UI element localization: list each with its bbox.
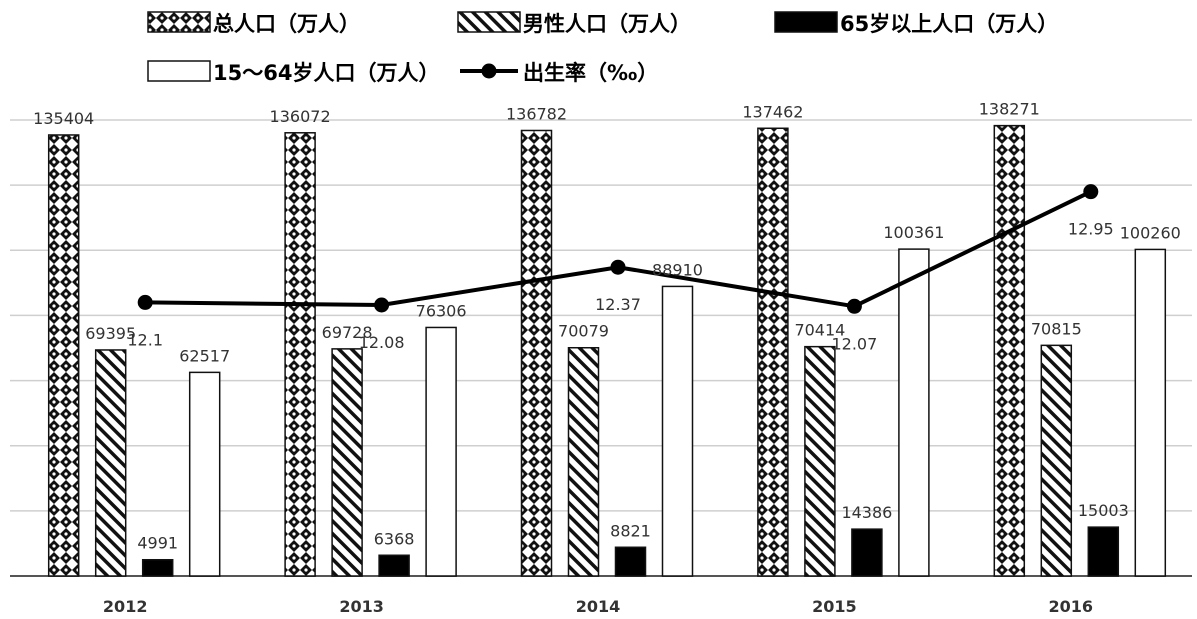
birth-rate-label: 12.07	[831, 334, 877, 353]
bar-hatch-2012	[94, 349, 127, 577]
x-tick-label: 2016	[1049, 597, 1094, 616]
bars	[47, 124, 1167, 577]
legend-swatch-hatch	[457, 11, 521, 33]
x-tick-label: 2015	[812, 597, 857, 616]
bar-hatch-2014	[567, 346, 600, 577]
legend-label: 男性人口（万人）	[523, 12, 691, 36]
bar-value-label: 8821	[610, 521, 651, 540]
bar-value-label: 135404	[33, 109, 94, 128]
bar-value-label: 14386	[841, 503, 892, 522]
bar-diamond-2013	[284, 132, 316, 577]
bar-value-label: 136072	[270, 107, 331, 126]
bar-value-label: 76306	[416, 301, 467, 320]
bar-empty-2015	[898, 248, 930, 577]
bar-value-label: 6368	[374, 529, 415, 548]
legend: 总人口（万人） 男性人口（万人） 65岁以上人口（万人） 15～64岁人口（万人） 出生…	[147, 11, 1058, 85]
x-tick-label: 2014	[576, 597, 621, 616]
bar-value-label: 69728	[322, 323, 373, 342]
x-axis: 2012 2013 2014 2015 2016	[103, 597, 1093, 616]
bar-value-label: 136782	[506, 104, 567, 123]
bar-value-label: 100361	[883, 223, 944, 242]
birth-rate-label: 12.08	[359, 333, 405, 352]
x-tick-label: 2012	[103, 597, 148, 616]
legend-swatch-diamond	[147, 11, 211, 33]
bar-diamond-2015	[757, 127, 789, 577]
bar-value-label: 138271	[979, 100, 1040, 119]
bar-value-label: 4991	[137, 534, 178, 553]
birth-rate-point	[137, 294, 153, 310]
bar-value-label: 69395	[85, 324, 136, 343]
birth-rate-label: 12.95	[1068, 220, 1114, 239]
bar-hatch-2015	[804, 345, 836, 577]
bar-value-label: 70414	[794, 321, 845, 340]
value-labels: 135404 69395 4991 62517 136072 69728 6368 76306…	[33, 100, 1181, 553]
bar-solid-2013	[378, 554, 410, 577]
bar-hatch-2016	[1040, 344, 1073, 577]
birth-rate-point	[374, 297, 390, 313]
birth-rate-label: 12.37	[595, 295, 641, 314]
bar-value-label: 100260	[1120, 223, 1181, 242]
birth-rate-label: 12.1	[127, 330, 163, 349]
bar-value-label: 15003	[1078, 501, 1129, 520]
bar-value-label: 137462	[742, 102, 803, 121]
birth-rate-point	[846, 298, 862, 314]
legend-swatch-solid	[774, 11, 838, 33]
legend-label: 65岁以上人口（万人）	[840, 12, 1058, 36]
bar-empty-2016	[1134, 248, 1167, 577]
bar-value-label: 70079	[558, 322, 609, 341]
bar-hatch-2013	[331, 348, 363, 577]
bar-diamond-2014	[520, 129, 553, 577]
x-tick-label: 2013	[339, 597, 384, 616]
legend-swatch-marker	[481, 63, 497, 79]
bar-value-label: 62517	[179, 346, 230, 365]
bar-solid-2014	[614, 546, 647, 577]
legend-label: 15～64岁人口（万人）	[213, 61, 439, 85]
birth-rate-point	[610, 259, 626, 275]
bar-empty-2012	[188, 371, 221, 577]
bar-diamond-2012	[47, 134, 80, 577]
bar-solid-2016	[1087, 526, 1120, 577]
bar-empty-2013	[425, 326, 457, 577]
bar-empty-2014	[661, 285, 694, 577]
birth-rate-point	[1083, 184, 1099, 200]
birth-rate-line: 12.1 12.08 12.37 12.07 12.95	[127, 184, 1114, 353]
bar-solid-2012	[141, 558, 174, 577]
bar-value-label: 70815	[1031, 319, 1082, 338]
legend-label: 出生率（‰）	[523, 61, 658, 85]
bar-solid-2015	[851, 528, 883, 577]
bar-value-label: 88910	[652, 260, 703, 279]
bar-diamond-2016	[993, 124, 1026, 577]
legend-swatch-empty	[147, 60, 211, 82]
legend-label: 总人口（万人）	[213, 12, 360, 36]
